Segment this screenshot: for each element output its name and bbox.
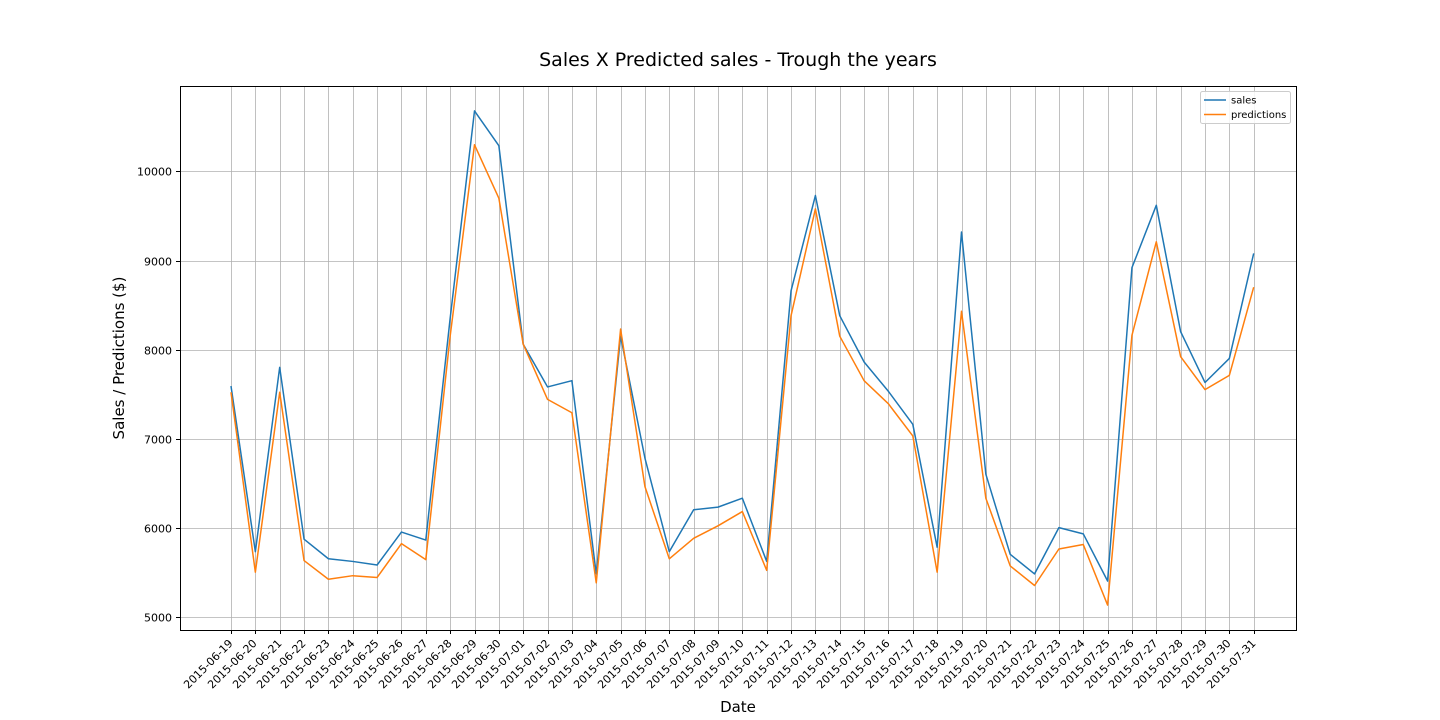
y-tick-label: 5000 (144, 612, 172, 625)
legend-label-sales: sales (1231, 96, 1256, 107)
y-axis-label: Sales / Predictions ($) (110, 277, 128, 440)
y-tick-label: 7000 (144, 434, 172, 447)
x-axis-label: Date (720, 698, 756, 716)
y-tick-label: 10000 (137, 166, 172, 179)
series-line-predictions (230, 144, 1255, 606)
grid (180, 86, 1296, 630)
chart-title: Sales X Predicted sales - Trough the yea… (539, 49, 937, 71)
y-tick-label: 6000 (144, 523, 172, 536)
y-tick-label: 8000 (144, 345, 172, 358)
y-axis-ticks: 5000 6000 7000 8000 9000 10000 (137, 166, 180, 625)
series-lines (230, 110, 1255, 606)
y-tick-label: 9000 (144, 256, 172, 269)
legend-label-predictions: predictions (1231, 110, 1286, 121)
series-line-sales (230, 110, 1255, 582)
legend: sales predictions (1200, 91, 1291, 124)
plot-frame (180, 86, 1297, 631)
